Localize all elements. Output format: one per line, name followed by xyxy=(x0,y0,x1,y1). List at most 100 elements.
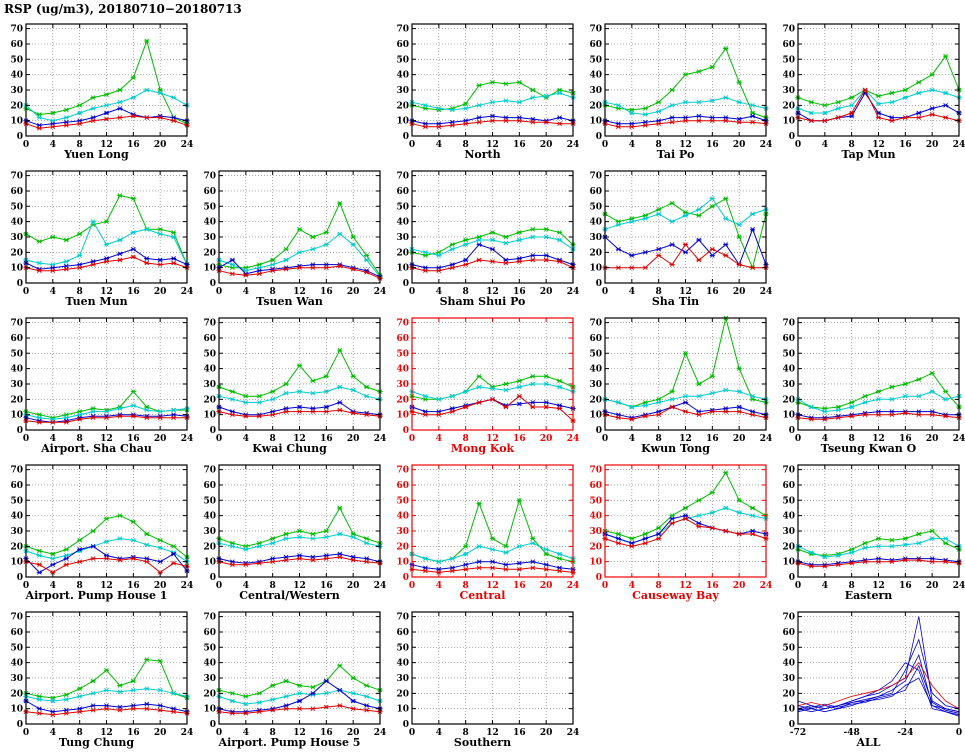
y-tick-label: 10 xyxy=(396,264,409,274)
y-tick-label: 10 xyxy=(396,411,409,421)
y-tick-label: 0 xyxy=(17,720,23,730)
y-tick-label: 50 xyxy=(203,202,216,212)
plot-frame xyxy=(25,170,188,284)
y-tick-label: 20 xyxy=(589,542,602,552)
x-tick-label: 8 xyxy=(77,287,83,297)
x-tick-label: 24 xyxy=(181,728,193,738)
x-tick-label: 24 xyxy=(760,140,772,150)
x-tick-label: 8 xyxy=(77,140,83,150)
x-tick-label: 0 xyxy=(409,434,415,444)
x-tick-label: 24 xyxy=(760,434,772,444)
chart-title: Tai Po xyxy=(656,148,695,161)
gridlines xyxy=(412,24,573,136)
y-tick-label: 40 xyxy=(589,365,602,375)
y-tick-label: 70 xyxy=(589,466,602,476)
series-markers-cyan xyxy=(795,87,962,116)
y-tick-label: 10 xyxy=(589,411,602,421)
y-tick-label: 40 xyxy=(10,659,23,669)
chart-title: Tap Mun xyxy=(841,148,896,161)
y-tick-label: 20 xyxy=(396,689,409,699)
y-tick-label: 0 xyxy=(789,573,795,583)
y-tick-label: 30 xyxy=(10,674,23,684)
y-tick-label: 30 xyxy=(782,527,795,537)
series-cyan xyxy=(604,389,767,408)
x-tick-label: 20 xyxy=(154,140,167,150)
gridlines xyxy=(412,171,573,283)
y-tick-label: 40 xyxy=(589,512,602,522)
chart-title: Airport. Pump House 1 xyxy=(25,589,168,602)
chart-airport-pump-house-5: 0 10 20 30 40 50 60 70 0 4 8 12 16 20 24 Airport. Pump … xyxy=(193,606,386,753)
y-tick-label: 10 xyxy=(10,411,23,421)
y-tick-label: 0 xyxy=(17,426,23,436)
y-tick-label: 10 xyxy=(782,411,795,421)
chart-plot: 0 10 20 30 40 50 60 70 0 4 8 12 16 20 24 xyxy=(10,464,193,591)
y-tick-label: 0 xyxy=(17,279,23,289)
x-tick-label: 0 xyxy=(795,140,801,150)
y-tick-label: 70 xyxy=(203,319,216,329)
gridlines xyxy=(26,318,187,430)
chart-title: Airport. Sha Chau xyxy=(41,442,152,455)
x-tick-label: 16 xyxy=(899,140,912,150)
x-tick-label: 12 xyxy=(293,581,306,591)
series-markers-green xyxy=(602,315,769,410)
y-tick-label: 70 xyxy=(10,319,23,329)
y-tick-label: 50 xyxy=(589,349,602,359)
x-tick-label: 16 xyxy=(127,434,140,444)
x-tick-label: 12 xyxy=(100,140,113,150)
x-tick-label: 4 xyxy=(50,581,56,591)
gridlines xyxy=(412,612,573,724)
y-tick-label: 10 xyxy=(782,705,795,715)
tick-marks xyxy=(411,465,574,578)
x-tick-label: 20 xyxy=(926,434,939,444)
tick-marks xyxy=(25,465,188,578)
x-tick-label: 20 xyxy=(347,728,360,738)
x-tick-label: 4 xyxy=(243,728,249,738)
y-tick-label: 20 xyxy=(396,395,409,405)
y-tick-label: 70 xyxy=(10,613,23,623)
x-tick-label: 4 xyxy=(243,581,249,591)
y-tick-label: 20 xyxy=(589,101,602,111)
plot-frame xyxy=(797,464,960,578)
x-tick-label: 20 xyxy=(540,287,553,297)
x-tick-label: 12 xyxy=(679,434,692,444)
y-tick-label: 60 xyxy=(10,187,23,197)
x-tick-label: 0 xyxy=(409,140,415,150)
x-tick-label: 8 xyxy=(77,728,83,738)
chart-kwai-chung: 0 10 20 30 40 50 60 70 0 4 8 12 16 20 24 Kwai Chung xyxy=(193,312,386,459)
plot-frame xyxy=(218,611,381,725)
y-tick-label: 20 xyxy=(782,542,795,552)
y-tick-label: 30 xyxy=(203,527,216,537)
series-green xyxy=(25,390,187,419)
x-tick-label: 16 xyxy=(706,434,719,444)
y-tick-label: 20 xyxy=(10,689,23,699)
plot-frame xyxy=(797,611,960,725)
chart-plot: 0 10 20 30 40 50 60 70 0 4 8 12 16 20 24 xyxy=(589,23,772,150)
tick-marks xyxy=(411,24,574,137)
chart-north: 0 10 20 30 40 50 60 70 0 4 8 12 16 20 24 North xyxy=(386,18,579,165)
chart-central: 0 10 20 30 40 50 60 70 0 4 8 12 16 20 24 Central xyxy=(386,459,579,606)
x-tick-label: 0 xyxy=(23,434,29,444)
series-markers-green xyxy=(602,470,769,541)
y-tick-label: 30 xyxy=(396,86,409,96)
plot-frame xyxy=(604,170,767,284)
y-tick-label: 40 xyxy=(589,218,602,228)
x-tick-label: 24 xyxy=(567,728,579,738)
y-tick-label: 20 xyxy=(10,542,23,552)
gridlines xyxy=(798,465,959,577)
chart-title: Yuen Long xyxy=(64,148,129,161)
x-tick-label: 20 xyxy=(733,140,746,150)
x-tick-label: 24 xyxy=(567,581,579,591)
x-tick-label: 8 xyxy=(463,434,469,444)
x-tick-label: 16 xyxy=(320,287,333,297)
y-tick-label: 20 xyxy=(589,248,602,258)
chart-title: Tuen Mun xyxy=(65,295,128,308)
y-tick-label: 60 xyxy=(782,40,795,50)
gridlines xyxy=(798,24,959,136)
y-tick-label: 30 xyxy=(10,380,23,390)
x-tick-label: 12 xyxy=(486,434,499,444)
plot-frame xyxy=(411,170,574,284)
y-tick-label: 30 xyxy=(782,380,795,390)
chart-plot: 0 10 20 30 40 50 60 70 0 4 8 12 16 20 24 xyxy=(782,23,965,150)
y-tick-label: 50 xyxy=(10,349,23,359)
y-tick-label: 50 xyxy=(589,496,602,506)
